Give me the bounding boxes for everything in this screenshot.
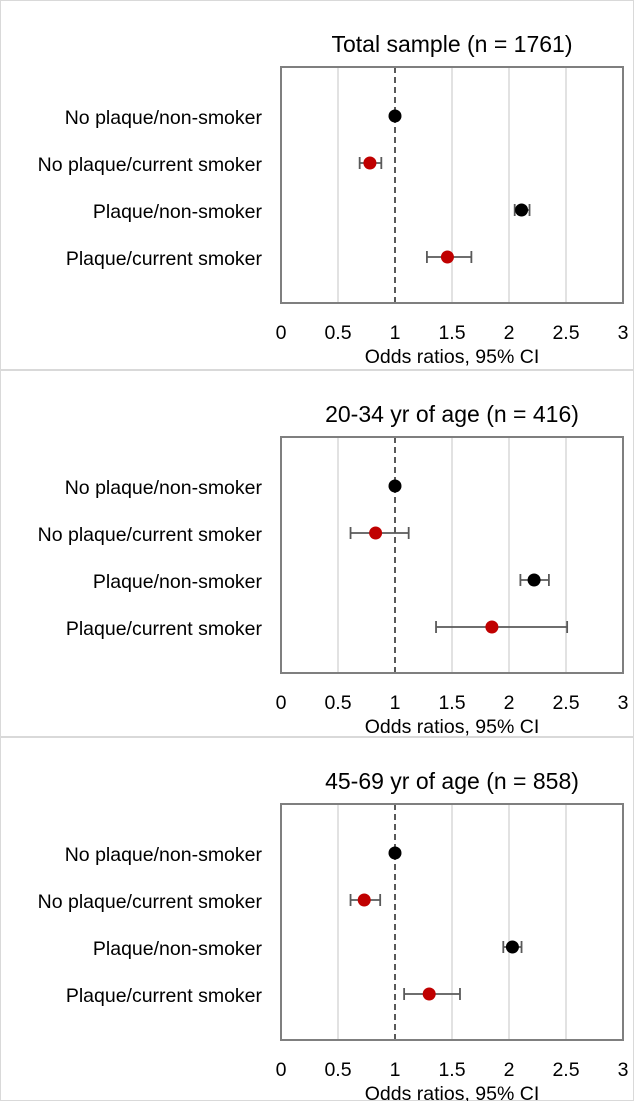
odds-ratio-point bbox=[388, 109, 402, 123]
row-label: No plaque/non-smoker bbox=[65, 844, 263, 866]
x-tick-label: 3 bbox=[618, 692, 629, 714]
row-label: Plaque/current smoker bbox=[66, 618, 263, 640]
row-label: No plaque/non-smoker bbox=[65, 477, 263, 499]
x-tick-label: 1.5 bbox=[438, 692, 465, 714]
row-label: Plaque/current smoker bbox=[66, 985, 263, 1007]
panel-border bbox=[0, 0, 634, 370]
odds-ratio-point bbox=[527, 573, 541, 587]
chart-title: 45-69 yr of age (n = 858) bbox=[325, 768, 579, 794]
x-tick-label: 0.5 bbox=[324, 1059, 351, 1081]
x-tick-label: 0 bbox=[276, 692, 287, 714]
x-tick-label: 0.5 bbox=[324, 322, 351, 344]
odds-ratio-point bbox=[515, 203, 529, 217]
x-axis-label: Odds ratios, 95% CI bbox=[365, 1083, 540, 1101]
x-tick-label: 2.5 bbox=[552, 1059, 579, 1081]
chart-panel-1: Total sample (n = 1761) No plaque/non-smo… bbox=[0, 0, 634, 370]
x-tick-label: 3 bbox=[618, 1059, 629, 1081]
row-label: No plaque/current smoker bbox=[38, 524, 263, 546]
odds-ratio-point bbox=[422, 987, 436, 1001]
panel-border bbox=[0, 370, 634, 737]
x-tick-label: 1 bbox=[390, 1059, 401, 1081]
x-tick-label: 1 bbox=[390, 322, 401, 344]
x-axis-label: Odds ratios, 95% CI bbox=[365, 346, 540, 368]
chart-title: Total sample (n = 1761) bbox=[332, 31, 573, 57]
x-tick-label: 2 bbox=[504, 1059, 515, 1081]
row-label: No plaque/current smoker bbox=[38, 154, 263, 176]
x-tick-label: 2 bbox=[504, 692, 515, 714]
x-axis-label: Odds ratios, 95% CI bbox=[365, 716, 540, 738]
odds-ratio-point bbox=[369, 526, 383, 540]
x-tick-label: 2.5 bbox=[552, 322, 579, 344]
row-label: Plaque/current smoker bbox=[66, 248, 263, 270]
row-label: Plaque/non-smoker bbox=[93, 938, 263, 960]
plot-frame bbox=[280, 436, 624, 674]
odds-ratio-point bbox=[388, 479, 402, 493]
x-tick-label: 2.5 bbox=[552, 692, 579, 714]
odds-ratio-point bbox=[357, 893, 371, 907]
x-tick-label: 0 bbox=[276, 1059, 287, 1081]
row-label: Plaque/non-smoker bbox=[93, 201, 263, 223]
row-label: No plaque/current smoker bbox=[38, 891, 263, 913]
chart-panel-2: 20-34 yr of age (n = 416) No plaque/non-s… bbox=[0, 370, 634, 738]
odds-ratio-point bbox=[505, 940, 519, 954]
plot-frame bbox=[280, 66, 624, 304]
x-tick-label: 1.5 bbox=[438, 322, 465, 344]
row-label: Plaque/non-smoker bbox=[93, 571, 263, 593]
odds-ratio-point bbox=[440, 250, 454, 264]
x-tick-label: 1.5 bbox=[438, 1059, 465, 1081]
row-label: No plaque/non-smoker bbox=[65, 107, 263, 129]
chart-title: 20-34 yr of age (n = 416) bbox=[325, 401, 579, 427]
odds-ratio-point bbox=[485, 620, 499, 634]
odds-ratio-point bbox=[388, 846, 402, 860]
odds-ratio-point bbox=[363, 156, 377, 170]
x-tick-label: 1 bbox=[390, 692, 401, 714]
x-tick-label: 0.5 bbox=[324, 692, 351, 714]
chart-panel-3: 45-69 yr of age (n = 858) No plaque/non-s… bbox=[0, 737, 634, 1105]
plot-frame bbox=[280, 803, 624, 1041]
x-tick-label: 3 bbox=[618, 322, 629, 344]
x-tick-label: 2 bbox=[504, 322, 515, 344]
x-tick-label: 0 bbox=[276, 322, 287, 344]
